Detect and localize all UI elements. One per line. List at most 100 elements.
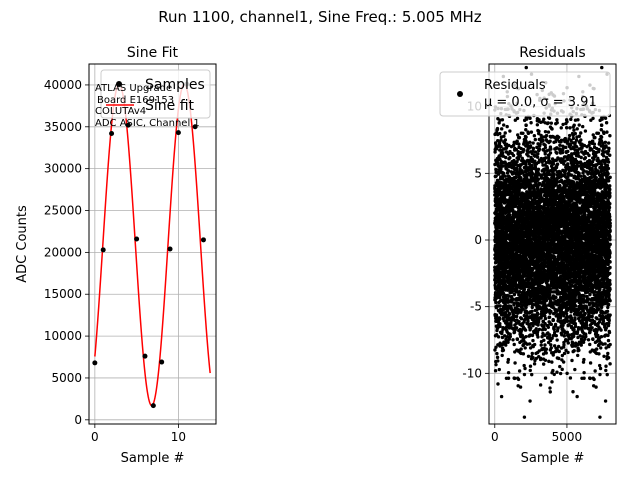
residual-point bbox=[539, 343, 543, 347]
residual-point bbox=[556, 326, 560, 330]
residual-point bbox=[502, 123, 506, 127]
residual-point bbox=[532, 342, 537, 347]
residual-point bbox=[502, 334, 507, 338]
residual-point bbox=[506, 309, 510, 313]
residual-point bbox=[562, 197, 566, 201]
residual-point bbox=[509, 323, 513, 327]
residuals-title: Residuals bbox=[519, 45, 585, 61]
residual-point bbox=[533, 137, 538, 142]
residual-point bbox=[506, 340, 510, 344]
sine-fit-ytick-label: 20000 bbox=[44, 245, 82, 259]
residual-point bbox=[548, 139, 552, 143]
sample-point bbox=[175, 130, 181, 136]
residual-point bbox=[516, 39, 519, 42]
residual-point bbox=[514, 314, 519, 318]
residual-point bbox=[543, 129, 548, 134]
residual-point bbox=[501, 164, 505, 168]
residual-point bbox=[543, 343, 547, 347]
residual-point bbox=[536, 152, 540, 156]
residual-point bbox=[511, 297, 515, 301]
residual-point bbox=[555, 151, 559, 155]
atlas-annotation: ATLAS Upgrade Board E169153 COLUTAv4 ADC… bbox=[95, 83, 200, 129]
residual-point bbox=[544, 298, 549, 303]
residual-point bbox=[497, 121, 501, 125]
annotation-line-3: COLUTAv4 bbox=[95, 106, 146, 117]
residual-point bbox=[523, 346, 527, 350]
residual-point bbox=[544, 351, 548, 355]
residual-point bbox=[512, 342, 516, 347]
residual-point bbox=[542, 338, 546, 342]
residual-point bbox=[563, 159, 567, 163]
residual-point bbox=[506, 370, 511, 375]
residual-point bbox=[545, 166, 550, 170]
residual-point bbox=[500, 118, 505, 122]
residual-point bbox=[514, 204, 518, 209]
annotation-line-2: Board E169153 bbox=[97, 95, 174, 106]
residual-point bbox=[522, 372, 527, 377]
sample-point bbox=[167, 246, 173, 252]
residual-point bbox=[550, 380, 554, 384]
residual-point bbox=[515, 139, 519, 143]
residual-point bbox=[531, 41, 534, 44]
residual-point bbox=[555, 118, 559, 122]
residual-point bbox=[551, 318, 556, 323]
residual-point bbox=[521, 352, 526, 356]
residual-point bbox=[511, 143, 516, 147]
residual-point bbox=[546, 130, 551, 134]
residual-point bbox=[508, 156, 512, 160]
residual-point bbox=[528, 368, 532, 373]
residual-point bbox=[553, 322, 558, 327]
residual-point bbox=[507, 213, 512, 217]
residual-point bbox=[511, 338, 515, 342]
residual-point bbox=[496, 335, 501, 339]
residual-point bbox=[508, 149, 512, 154]
residual-point bbox=[521, 131, 525, 135]
residual-point bbox=[544, 156, 548, 160]
sine-fit-ticks: 0 100500010000150002000025000300003500040… bbox=[44, 78, 186, 444]
residual-point bbox=[505, 265, 509, 269]
residuals-ytick-label: 5 bbox=[474, 166, 482, 180]
residual-point bbox=[543, 152, 547, 156]
residual-point bbox=[502, 134, 506, 138]
residual-point bbox=[522, 415, 527, 419]
residual-point bbox=[555, 162, 560, 166]
residual-point bbox=[496, 144, 500, 149]
residual-point bbox=[494, 362, 498, 367]
residual-point bbox=[524, 65, 528, 70]
residual-point bbox=[509, 295, 514, 299]
residual-point bbox=[517, 319, 521, 324]
residual-point bbox=[498, 324, 502, 329]
residual-point bbox=[512, 301, 516, 305]
residual-point bbox=[516, 196, 520, 201]
residual-point bbox=[517, 142, 521, 146]
residual-point bbox=[494, 313, 499, 317]
sample-point bbox=[92, 360, 98, 366]
residual-point bbox=[535, 123, 540, 127]
residual-point bbox=[493, 348, 497, 352]
residual-point bbox=[508, 184, 513, 189]
residual-point bbox=[536, 323, 540, 327]
residual-point bbox=[551, 368, 555, 373]
residual-point bbox=[528, 116, 532, 120]
residual-point bbox=[557, 356, 561, 361]
sample-point bbox=[134, 236, 140, 242]
residual-point bbox=[518, 385, 523, 389]
residual-point bbox=[519, 176, 523, 180]
residual-point bbox=[505, 124, 509, 129]
residual-point bbox=[521, 147, 526, 152]
sample-point bbox=[200, 237, 206, 243]
residual-point bbox=[506, 360, 510, 364]
residual-point bbox=[512, 292, 517, 297]
residual-point bbox=[536, 177, 540, 181]
residual-point bbox=[562, 334, 566, 338]
sine-fit-ytick-label: 5000 bbox=[51, 371, 82, 385]
residual-point bbox=[497, 59, 500, 62]
residual-point bbox=[551, 162, 556, 166]
residual-point bbox=[549, 147, 553, 151]
residual-point bbox=[507, 311, 512, 316]
residual-point bbox=[504, 343, 508, 347]
residual-point bbox=[537, 129, 541, 133]
residual-point bbox=[523, 328, 528, 332]
residual-point bbox=[493, 369, 498, 373]
